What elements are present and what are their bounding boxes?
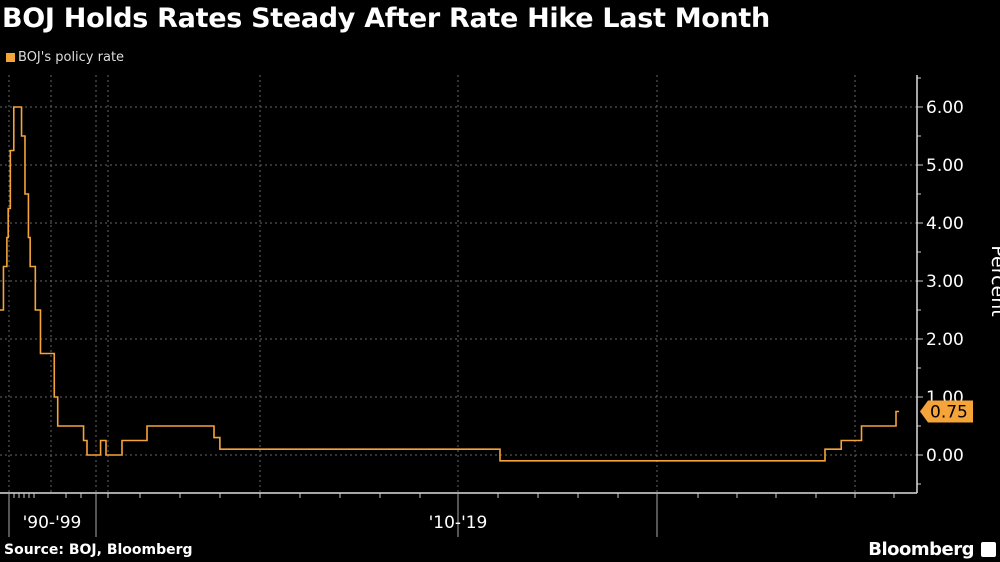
policy-rate-line [0, 106, 899, 462]
legend-swatch [6, 53, 15, 62]
y-tick-label: 6.00 [926, 98, 964, 118]
y-tick-label: 3.00 [926, 272, 964, 292]
chart-icon [981, 542, 996, 557]
y-tick-label: 2.00 [926, 330, 964, 350]
legend-label: BOJ's policy rate [18, 50, 125, 65]
y-axis-label: Percent [987, 245, 1000, 317]
y-tick-label: 0.00 [926, 446, 964, 466]
chart-title: BOJ Holds Rates Steady After Rate Hike L… [2, 3, 770, 34]
last-value-badge [920, 400, 973, 423]
x-tick-label: '90-'99 [23, 513, 82, 533]
legend: BOJ's policy rate [6, 50, 124, 65]
y-tick-label: 5.00 [926, 156, 964, 176]
y-tick-label: 4.00 [926, 214, 964, 234]
bloomberg-logo: Bloomberg [868, 539, 974, 560]
x-tick-label: '10-'19 [429, 513, 488, 533]
source-note: Source: BOJ, Bloomberg [4, 542, 193, 558]
last-value-label: 0.75 [930, 403, 968, 423]
